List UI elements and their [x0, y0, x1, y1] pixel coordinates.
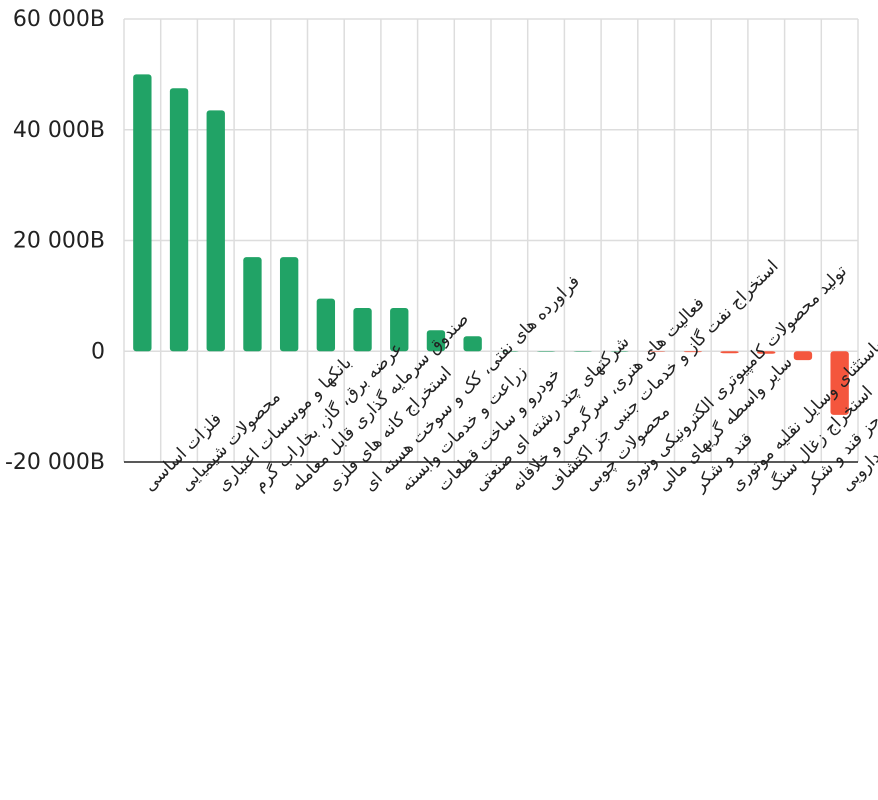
bar — [463, 336, 482, 352]
bar — [243, 257, 262, 352]
y-axis-tick-labels: 60 000B 40 000B 20 000B 0 -20 000B — [5, 7, 105, 475]
bar — [793, 351, 813, 361]
bars — [133, 74, 849, 415]
y-tick-label: 0 — [91, 339, 105, 364]
y-tick-label: -20 000B — [5, 450, 105, 475]
bar — [646, 351, 666, 352]
bar — [206, 110, 225, 352]
bar — [390, 308, 409, 352]
bar — [500, 351, 519, 352]
bar — [610, 351, 629, 352]
bar — [830, 351, 849, 415]
bar — [426, 330, 446, 352]
bar — [536, 351, 556, 352]
bar — [316, 298, 336, 352]
bar — [720, 351, 739, 354]
y-tick-label: 60 000B — [13, 7, 105, 32]
bar — [683, 351, 703, 353]
bar — [279, 257, 299, 352]
grid-lines — [123, 18, 859, 462]
y-tick-label: 40 000B — [13, 118, 105, 143]
bar — [353, 308, 372, 352]
bar — [757, 351, 776, 354]
bar — [169, 88, 189, 352]
bar — [133, 74, 152, 352]
bar — [573, 351, 592, 352]
y-tick-label: 20 000B — [13, 229, 105, 254]
